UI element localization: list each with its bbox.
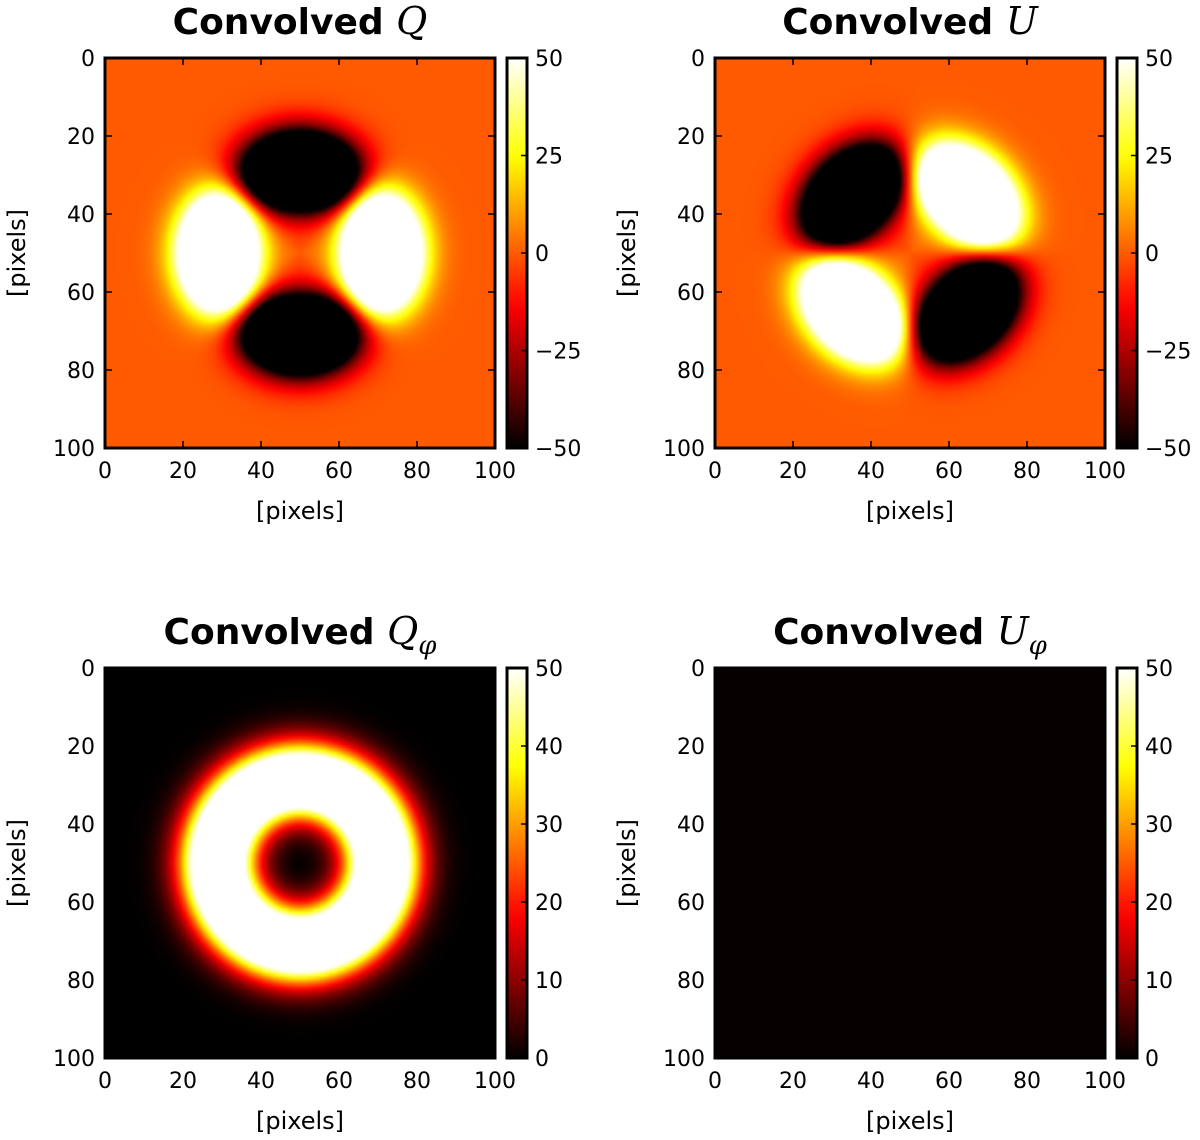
x-tick-label: 0: [98, 1069, 112, 1094]
y-tick-label: 20: [677, 125, 705, 150]
x-tick-label: 40: [247, 459, 275, 484]
y-tick-label: 40: [67, 813, 95, 838]
y-tick-label: 80: [67, 359, 95, 384]
colorbar-tick-label: −50: [535, 437, 581, 462]
panel-title: Convolved U: [782, 0, 1040, 43]
x-tick-label: 60: [325, 1069, 353, 1094]
colorbar-tick-label: −25: [535, 340, 581, 365]
colorbar-tick-label: 50: [1145, 47, 1173, 72]
colorbar-tick-label: 10: [535, 969, 563, 994]
panel-uphi: 0 20 40 60 80 100020406080100[pixels][pixels]…: [613, 609, 1173, 1135]
y-tick-label: 0: [691, 657, 705, 682]
colorbar-tick-label: −25: [1145, 340, 1191, 365]
y-tick-label: 0: [81, 657, 95, 682]
y-tick-label: 80: [677, 359, 705, 384]
x-tick-label: 80: [403, 459, 431, 484]
x-axis-label: [pixels]: [256, 497, 344, 525]
x-tick-label: 60: [935, 1069, 963, 1094]
x-tick-label: 20: [779, 459, 807, 484]
x-tick-label: 80: [1013, 459, 1041, 484]
y-tick-label: 40: [677, 813, 705, 838]
colorbar-tick-label: 50: [535, 657, 563, 682]
y-tick-label: 60: [677, 891, 705, 916]
colorbar-tick-label: 25: [1145, 145, 1173, 170]
colorbar-tick-label: 0: [535, 1047, 549, 1072]
heatmap-image: [105, 668, 495, 1058]
colorbar-frame: [505, 666, 529, 1060]
panel-qphi: 0 20 40 60 80 100020406080100[pixels][pixels]…: [3, 609, 563, 1135]
y-tick-label: 20: [677, 735, 705, 760]
x-tick-label: 100: [1084, 1069, 1126, 1094]
x-tick-label: 100: [474, 1069, 516, 1094]
y-tick-label: 100: [663, 1047, 705, 1072]
colorbar-tick-label: 40: [535, 735, 563, 760]
colorbar-tick-label: 0: [535, 242, 549, 267]
colorbar-tick-label: 10: [1145, 969, 1173, 994]
y-tick-label: 80: [67, 969, 95, 994]
x-axis-label: [pixels]: [866, 1107, 954, 1135]
plot-frame: [103, 666, 497, 1060]
colorbar-tick-label: 50: [535, 47, 563, 72]
y-tick-label: 60: [67, 891, 95, 916]
y-tick-label: 0: [81, 47, 95, 72]
y-axis-label: [pixels]: [613, 209, 641, 297]
x-tick-label: 0: [708, 1069, 722, 1094]
colorbar-tick-label: 20: [535, 891, 563, 916]
x-tick-label: 80: [1013, 1069, 1041, 1094]
colorbar-tick-label: 30: [535, 813, 563, 838]
x-tick-label: 100: [1084, 459, 1126, 484]
x-tick-label: 40: [857, 459, 885, 484]
y-tick-label: 100: [53, 437, 95, 462]
heatmap-image: [715, 668, 1105, 1058]
colorbar-tick-label: −50: [1145, 437, 1191, 462]
colorbar: [1117, 668, 1137, 1058]
colorbar-frame: [1115, 666, 1139, 1060]
colorbar-tick-label: 50: [1145, 657, 1173, 682]
colorbar-tick-label: 0: [1145, 242, 1159, 267]
x-tick-label: 40: [247, 1069, 275, 1094]
colorbar: [507, 668, 527, 1058]
panel-u: 0 20 40 60 80 100020406080100[pixels][pixels]…: [613, 0, 1191, 525]
colorbar-tick-label: 40: [1145, 735, 1173, 760]
x-tick-label: 60: [935, 459, 963, 484]
colorbar-tick-label: 0: [1145, 1047, 1159, 1072]
y-axis-label: [pixels]: [3, 209, 31, 297]
colorbar-tick-label: 25: [535, 145, 563, 170]
x-tick-label: 100: [474, 459, 516, 484]
x-tick-label: 80: [403, 1069, 431, 1094]
x-tick-label: 40: [857, 1069, 885, 1094]
panel-title: Convolved Q: [173, 0, 428, 43]
x-tick-label: 0: [98, 459, 112, 484]
y-axis-label: [pixels]: [613, 819, 641, 907]
x-axis-label: [pixels]: [866, 497, 954, 525]
y-tick-label: 60: [67, 281, 95, 306]
x-tick-label: 0: [708, 459, 722, 484]
panel-title: Convolved Uφ: [773, 609, 1048, 661]
y-tick-label: 100: [663, 437, 705, 462]
y-tick-label: 20: [67, 735, 95, 760]
y-tick-label: 60: [677, 281, 705, 306]
plot-frame: [103, 56, 497, 450]
x-tick-label: 20: [169, 459, 197, 484]
colorbar-tick-label: 30: [1145, 813, 1173, 838]
x-tick-label: 20: [169, 1069, 197, 1094]
y-axis-label: [pixels]: [3, 819, 31, 907]
x-tick-label: 60: [325, 459, 353, 484]
y-tick-label: 80: [677, 969, 705, 994]
panel-q: 0 20 40 60 80 100020406080100[pixels][pixels]…: [3, 0, 581, 525]
y-tick-label: 100: [53, 1047, 95, 1072]
y-tick-label: 0: [691, 47, 705, 72]
x-tick-label: 20: [779, 1069, 807, 1094]
heatmap-image: [105, 58, 495, 448]
plot-frame: [713, 666, 1107, 1060]
y-tick-label: 40: [67, 203, 95, 228]
y-tick-label: 40: [677, 203, 705, 228]
panel-title: Convolved Qφ: [164, 609, 438, 661]
heatmap-image: [715, 58, 1105, 448]
plot-frame: [713, 56, 1107, 450]
x-axis-label: [pixels]: [256, 1107, 344, 1135]
colorbar-tick-label: 20: [1145, 891, 1173, 916]
y-tick-label: 20: [67, 125, 95, 150]
